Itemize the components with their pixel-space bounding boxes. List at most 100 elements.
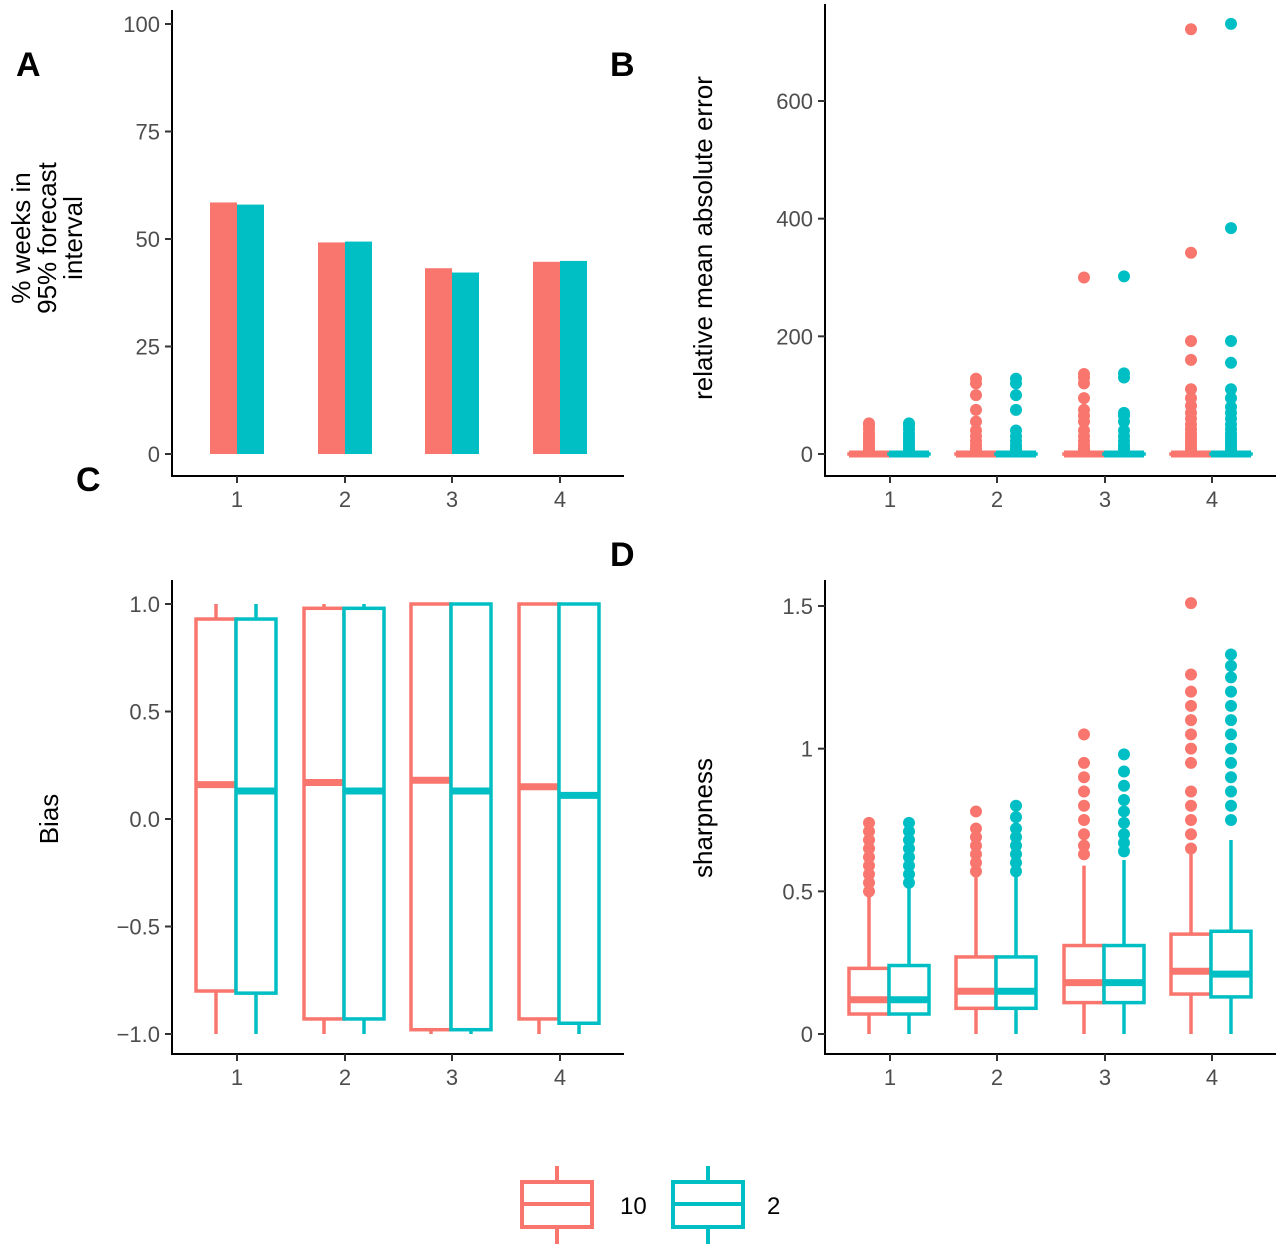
outlier-point	[1185, 668, 1197, 681]
outlier-point	[863, 868, 875, 881]
y-tick-label: 200	[776, 324, 813, 349]
x-tick-label: 3	[1099, 487, 1111, 512]
outlier-point	[1118, 424, 1130, 437]
box	[449, 602, 493, 1032]
outlier-point	[1078, 424, 1090, 437]
panel-label: C	[76, 461, 101, 499]
outlier-point	[1185, 246, 1197, 259]
outlier-point	[1078, 839, 1090, 852]
x-tick-label: 3	[446, 487, 458, 512]
box	[954, 955, 998, 1011]
legend: 10 2	[520, 1166, 780, 1244]
outlier-point	[1078, 728, 1090, 741]
outlier-point	[1078, 771, 1090, 784]
box-series-2	[1209, 648, 1253, 1034]
bar	[452, 272, 479, 454]
outlier-point	[863, 842, 875, 855]
outlier-point	[1010, 839, 1022, 852]
legend-key-10	[520, 1166, 594, 1244]
outlier-point	[1185, 23, 1197, 36]
box	[234, 617, 278, 995]
y-axis-label: Bias	[34, 794, 64, 845]
outlier-point	[1118, 794, 1130, 807]
bar	[345, 241, 372, 454]
y-tick-label: 0	[148, 442, 160, 467]
outlier-point	[1185, 597, 1197, 610]
outlier-point	[970, 856, 982, 869]
outlier-point	[1010, 372, 1022, 385]
outlier-point	[1185, 828, 1197, 841]
x-tick-label: 3	[446, 1065, 458, 1090]
y-axis-label: relative mean absolute error	[688, 76, 718, 400]
box	[1062, 943, 1106, 1005]
outlier-point	[903, 859, 915, 872]
outlier-point	[1225, 356, 1237, 369]
y-tick-label: 25	[136, 335, 160, 360]
outlier-point	[970, 848, 982, 861]
outlier-point	[1185, 799, 1197, 812]
outlier-point	[970, 831, 982, 844]
outlier-point	[1225, 756, 1237, 769]
y-tick-label: 75	[136, 120, 160, 145]
outlier-point	[970, 865, 982, 878]
outlier-point	[1078, 367, 1090, 380]
outlier-point	[970, 389, 982, 402]
panel-label: D	[610, 536, 635, 574]
bar	[237, 204, 264, 454]
box-series-10	[1169, 597, 1213, 1034]
panel-label: A	[16, 46, 41, 84]
box	[887, 963, 931, 1016]
outlier-point	[1225, 714, 1237, 727]
y-tick-label: 1	[801, 737, 813, 762]
outlier-point	[863, 885, 875, 898]
outlier-point	[1010, 856, 1022, 869]
box	[342, 606, 386, 1021]
box	[194, 617, 238, 993]
outlier-point	[1010, 799, 1022, 812]
outlier-point	[903, 833, 915, 846]
outlier-point	[970, 805, 982, 818]
outlier-point	[903, 876, 915, 889]
box-series-2	[887, 417, 931, 458]
outlier-point	[1078, 271, 1090, 284]
x-tick-label: 4	[1206, 1065, 1218, 1090]
outlier-point	[970, 839, 982, 852]
outlier-point	[1185, 685, 1197, 698]
x-tick-label: 4	[1206, 487, 1218, 512]
outlier-point	[1185, 383, 1197, 396]
outlier-point	[1185, 335, 1197, 348]
x-tick-label: 4	[554, 1065, 566, 1090]
outlier-point	[1225, 742, 1237, 755]
outlier-point	[1118, 406, 1130, 419]
box-series-10	[302, 604, 346, 1034]
outlier-point	[1010, 822, 1022, 835]
x-tick-label: 3	[1099, 1065, 1111, 1090]
y-tick-label: 600	[776, 89, 813, 114]
box	[409, 602, 453, 1032]
outlier-point	[1225, 383, 1237, 396]
outlier-point	[1225, 400, 1237, 413]
box-series-2	[1209, 17, 1253, 458]
outlier-point	[903, 842, 915, 855]
box	[302, 606, 346, 1021]
box-series-2	[342, 604, 386, 1034]
outlier-point	[970, 822, 982, 835]
box-series-2	[1102, 748, 1146, 1034]
outlier-point	[1225, 648, 1237, 661]
x-tick-label: 2	[991, 487, 1003, 512]
box-series-10	[517, 602, 561, 1034]
outlier-point	[1010, 403, 1022, 416]
y-axis-label: 95% forecast	[32, 161, 62, 314]
y-tick-label: 1.5	[782, 594, 813, 619]
outlier-point	[1185, 842, 1197, 855]
box	[1169, 932, 1213, 996]
y-axis-label: % weeks in	[6, 172, 36, 304]
box-series-2	[449, 602, 493, 1034]
x-tick-label: 4	[554, 487, 566, 512]
outlier-point	[1185, 814, 1197, 826]
outlier-point	[1010, 865, 1022, 878]
box-series-10	[954, 372, 998, 458]
outlier-point	[1185, 392, 1197, 405]
bar	[533, 261, 560, 454]
box-series-2	[1102, 270, 1146, 458]
